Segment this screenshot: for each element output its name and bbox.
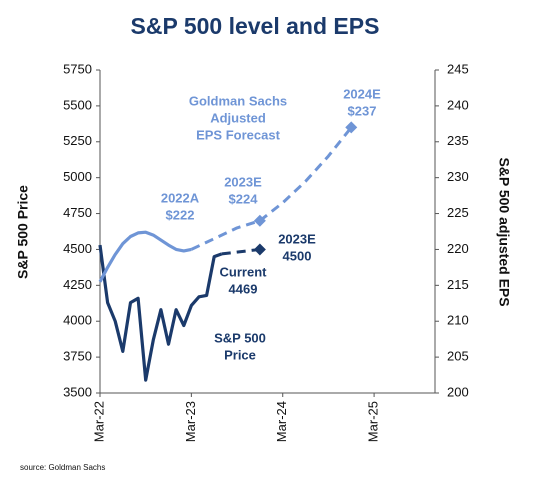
annotation: 4469 bbox=[229, 281, 258, 296]
point-marker bbox=[345, 121, 358, 134]
y2-axis-label: S&P 500 adjusted EPS bbox=[496, 157, 512, 306]
annotation: $237 bbox=[348, 103, 377, 118]
y2-tick-label: 235 bbox=[447, 133, 469, 148]
x-tick-label: Mar-22 bbox=[91, 401, 106, 442]
annotation: Current bbox=[220, 264, 268, 279]
x-tick-label: Mar-24 bbox=[274, 401, 289, 442]
y2-tick-label: 240 bbox=[447, 97, 469, 112]
series-line bbox=[190, 219, 261, 251]
series-line bbox=[258, 126, 353, 222]
y2-tick-label: 205 bbox=[447, 349, 469, 364]
y2-tick-label: 245 bbox=[447, 61, 469, 76]
chart-title: S&P 500 level and EPS bbox=[131, 13, 380, 39]
y-tick-label: 5500 bbox=[63, 97, 92, 112]
y-tick-label: 5750 bbox=[63, 61, 92, 76]
source-note: source: Goldman Sachs bbox=[20, 463, 105, 472]
annotation: Goldman Sachs bbox=[189, 93, 287, 108]
y-tick-label: 4500 bbox=[63, 241, 92, 256]
series-line bbox=[98, 244, 223, 382]
series-line bbox=[221, 247, 261, 256]
y-axis-label: S&P 500 Price bbox=[15, 185, 31, 279]
y2-tick-label: 230 bbox=[447, 169, 469, 184]
series-line bbox=[98, 230, 192, 283]
annotation: 2023E bbox=[224, 174, 262, 189]
y-tick-label: 3500 bbox=[63, 384, 92, 399]
annotation: Price bbox=[224, 347, 256, 362]
x-tick-label: Mar-23 bbox=[183, 401, 198, 442]
point-marker bbox=[253, 243, 266, 256]
y-tick-label: 5000 bbox=[63, 169, 92, 184]
y2-tick-label: 220 bbox=[447, 241, 469, 256]
annotation: S&P 500 bbox=[214, 330, 266, 345]
y2-tick-label: 200 bbox=[447, 384, 469, 399]
y-tick-label: 3750 bbox=[63, 349, 92, 364]
y2-tick-label: 225 bbox=[447, 205, 469, 220]
annotation: $224 bbox=[229, 191, 259, 206]
annotation: 2022A bbox=[161, 190, 200, 205]
y2-tick-label: 215 bbox=[447, 277, 469, 292]
y-tick-label: 4000 bbox=[63, 313, 92, 328]
annotation: 2024E bbox=[343, 86, 381, 101]
annotation: Adjusted bbox=[210, 110, 266, 125]
y-tick-label: 5250 bbox=[63, 133, 92, 148]
y-tick-label: 4250 bbox=[63, 277, 92, 292]
annotation: 2023E bbox=[278, 231, 316, 246]
x-tick-label: Mar-25 bbox=[366, 401, 381, 442]
annotation: 4500 bbox=[283, 248, 312, 263]
y2-tick-label: 210 bbox=[447, 313, 469, 328]
annotation: EPS Forecast bbox=[196, 127, 280, 142]
y-tick-label: 4750 bbox=[63, 205, 92, 220]
annotation: $222 bbox=[166, 207, 195, 222]
